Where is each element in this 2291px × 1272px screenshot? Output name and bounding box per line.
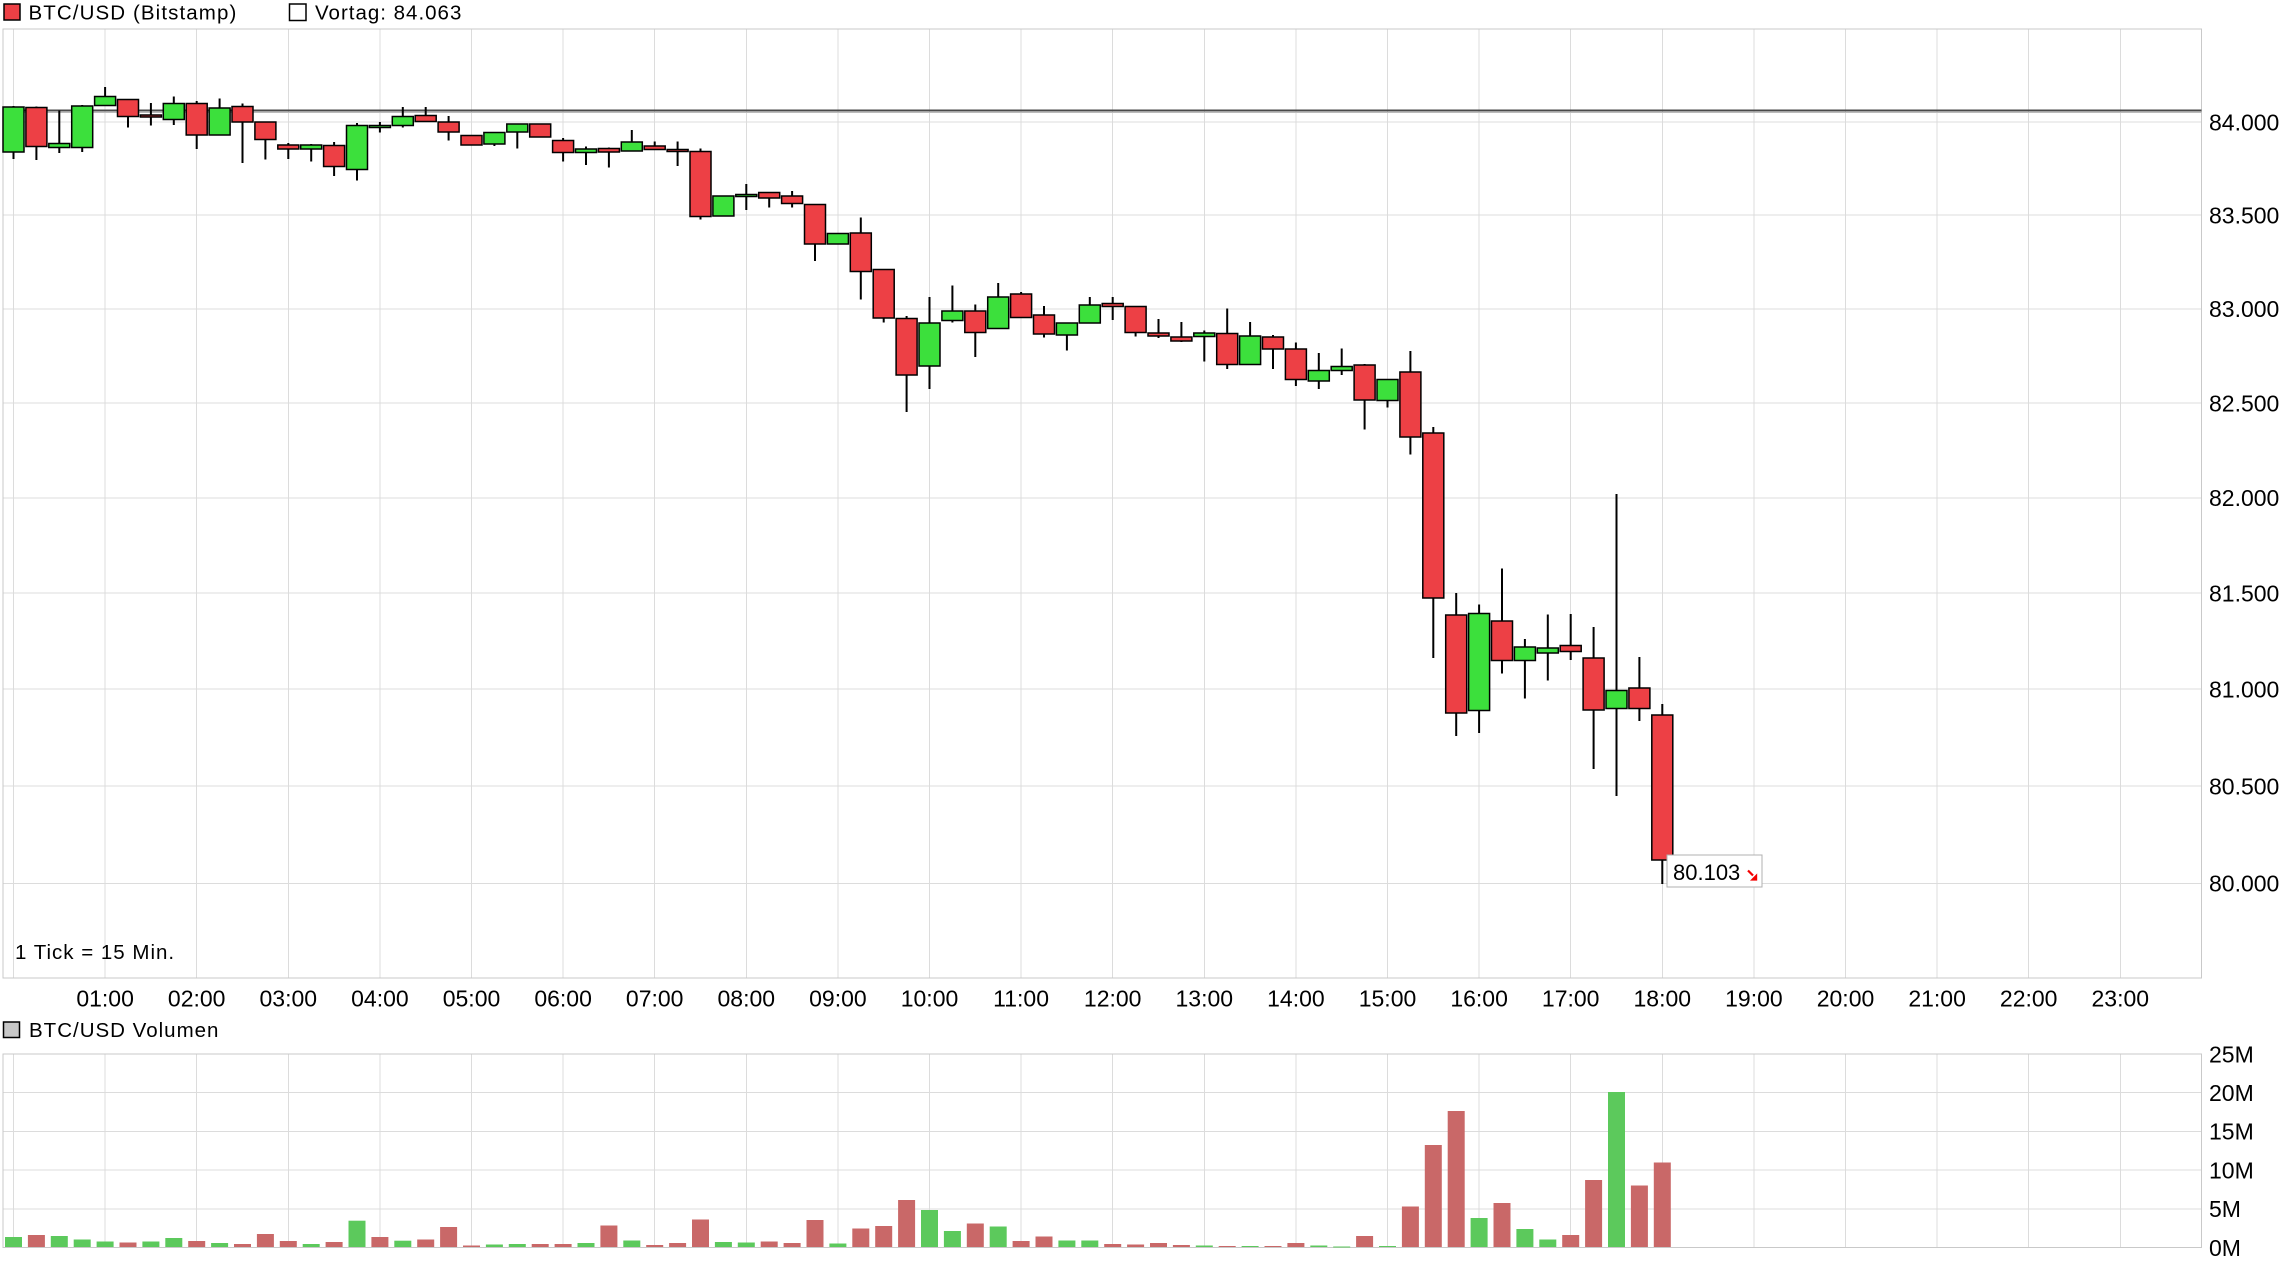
svg-text:20M: 20M [2209,1080,2254,1106]
svg-text:06:00: 06:00 [534,986,592,1012]
svg-text:82.000: 82.000 [2209,485,2279,511]
svg-text:08:00: 08:00 [718,986,776,1012]
svg-text:13:00: 13:00 [1176,986,1234,1012]
svg-text:80.500: 80.500 [2209,774,2279,800]
svg-text:80.103: 80.103 [1673,860,1740,885]
svg-text:83.500: 83.500 [2209,202,2279,228]
svg-text:23:00: 23:00 [2092,986,2150,1012]
svg-text:12:00: 12:00 [1084,986,1142,1012]
svg-text:20:00: 20:00 [1817,986,1875,1012]
svg-text:5M: 5M [2209,1196,2241,1222]
svg-text:83.000: 83.000 [2209,296,2279,322]
svg-text:81.000: 81.000 [2209,677,2279,703]
svg-text:04:00: 04:00 [351,986,409,1012]
svg-text:02:00: 02:00 [168,986,226,1012]
svg-text:03:00: 03:00 [260,986,318,1012]
svg-text:22:00: 22:00 [2000,986,2058,1012]
svg-text:BTC/USD (Bitstamp): BTC/USD (Bitstamp) [29,2,238,25]
svg-text:BTC/USD Volumen: BTC/USD Volumen [29,1019,219,1042]
svg-text:0M: 0M [2209,1235,2241,1261]
svg-text:05:00: 05:00 [443,986,501,1012]
svg-text:Vortag: 84.063: Vortag: 84.063 [315,2,462,25]
svg-text:11:00: 11:00 [993,986,1049,1012]
svg-text:17:00: 17:00 [1542,986,1600,1012]
svg-text:25M: 25M [2209,1041,2254,1067]
svg-text:07:00: 07:00 [626,986,684,1012]
svg-text:01:00: 01:00 [76,986,134,1012]
svg-text:10:00: 10:00 [901,986,959,1012]
svg-text:80.000: 80.000 [2209,871,2279,897]
svg-text:09:00: 09:00 [809,986,867,1012]
svg-text:18:00: 18:00 [1634,986,1692,1012]
svg-text:21:00: 21:00 [1908,986,1966,1012]
svg-text:84.000: 84.000 [2209,109,2279,135]
svg-text:19:00: 19:00 [1725,986,1783,1012]
svg-text:15:00: 15:00 [1359,986,1417,1012]
svg-text:14:00: 14:00 [1267,986,1325,1012]
svg-text:1 Tick = 15 Min.: 1 Tick = 15 Min. [15,941,175,964]
svg-text:15M: 15M [2209,1119,2254,1145]
svg-text:10M: 10M [2209,1157,2254,1183]
svg-text:82.500: 82.500 [2209,390,2279,416]
svg-text:16:00: 16:00 [1450,986,1508,1012]
svg-text:81.500: 81.500 [2209,581,2279,607]
